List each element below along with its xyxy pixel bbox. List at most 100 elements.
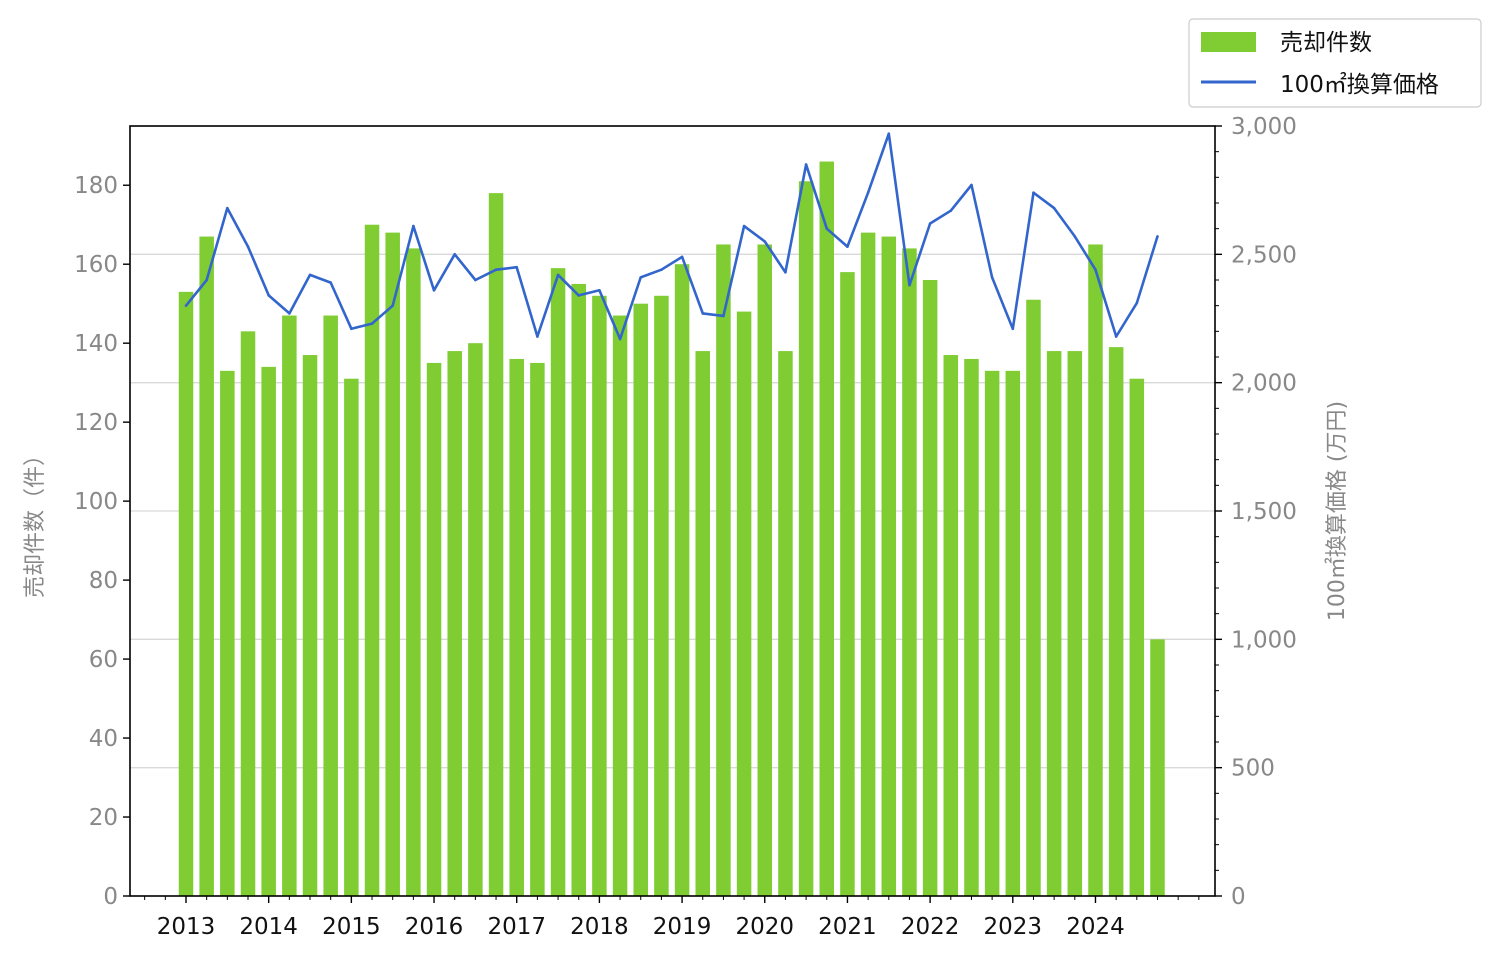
x-tick-label: 2015 — [322, 914, 381, 940]
bar — [695, 351, 710, 897]
bar — [633, 303, 648, 896]
line-point — [412, 224, 415, 228]
bar — [840, 272, 855, 897]
bar — [654, 295, 669, 896]
bar — [323, 315, 338, 896]
bar — [178, 291, 194, 896]
bar — [943, 355, 959, 896]
bar — [674, 264, 690, 896]
y-tick-label: 160 — [74, 252, 118, 278]
line-point — [474, 278, 477, 282]
line-point — [990, 276, 994, 279]
bar — [881, 236, 897, 897]
x-tick-label: 2017 — [487, 914, 546, 940]
line-point — [1135, 301, 1139, 305]
line-point — [205, 278, 208, 282]
line-point — [701, 312, 705, 315]
line-point — [742, 224, 746, 228]
bar — [344, 378, 359, 896]
x-tick-label: 2019 — [653, 914, 712, 940]
legend-bar-label: 売却件数 — [1280, 30, 1372, 56]
line-point — [1156, 235, 1159, 238]
bar — [964, 358, 979, 896]
x-tick-label: 2024 — [1066, 914, 1125, 940]
line-point — [432, 288, 436, 292]
x-tick-label: 2016 — [405, 914, 464, 940]
bar — [592, 295, 607, 896]
line-point — [577, 294, 581, 297]
line-point — [618, 337, 622, 341]
line-point — [866, 191, 870, 195]
y-tick-label: 40 — [89, 726, 118, 752]
y-tick-label: 100 — [74, 489, 118, 515]
x-tick-label: 2018 — [570, 914, 629, 940]
line-point — [970, 183, 973, 187]
bar — [1088, 244, 1103, 896]
line-point — [391, 304, 395, 307]
bar — [550, 268, 566, 897]
line-point — [825, 227, 829, 230]
line-point — [350, 327, 353, 331]
bar — [612, 315, 628, 896]
line-point — [329, 281, 332, 284]
bar — [1026, 299, 1041, 896]
line-point — [887, 132, 891, 135]
bar — [902, 248, 917, 896]
line-point — [308, 273, 312, 277]
line-point — [1032, 191, 1035, 195]
x-tick-label: 2022 — [901, 914, 960, 940]
legend-box — [1188, 18, 1482, 108]
line-point — [722, 314, 725, 318]
line-point — [494, 268, 498, 272]
line-point — [536, 335, 539, 338]
line-point — [639, 276, 643, 279]
y-tick-label: 0 — [103, 884, 118, 910]
bar — [1129, 378, 1145, 896]
line-point — [556, 273, 560, 277]
bar — [240, 331, 256, 896]
line-point — [763, 240, 767, 243]
bar — [426, 362, 442, 896]
y-tick-label: 180 — [74, 173, 118, 199]
bar — [1067, 351, 1083, 897]
line-point — [804, 163, 808, 166]
line-point — [949, 209, 953, 212]
line-point — [908, 283, 911, 287]
bar — [1150, 639, 1165, 896]
y2-tick-label: 0 — [1231, 884, 1246, 910]
bar — [757, 244, 773, 896]
line-point — [370, 322, 374, 325]
line-point — [660, 268, 663, 272]
bar — [571, 283, 586, 896]
line-point — [453, 253, 457, 256]
line-point — [267, 294, 270, 297]
bar — [364, 224, 380, 896]
line-point — [1094, 268, 1097, 272]
bar — [736, 311, 752, 897]
bar — [716, 244, 731, 896]
bar — [385, 232, 400, 897]
line-point — [928, 222, 932, 225]
x-tick-label: 2014 — [239, 914, 298, 940]
line-point — [846, 245, 849, 248]
bar — [819, 161, 835, 897]
line-point — [226, 206, 229, 210]
y2-tick-label: 500 — [1231, 756, 1275, 782]
bar — [468, 343, 483, 897]
y2-tick-label: 1,000 — [1231, 627, 1297, 653]
x-tick-label: 2023 — [984, 914, 1043, 940]
left-y-axis: 0 20 40 60 80 100 120 140 160 180 — [74, 173, 130, 910]
y-tick-label: 140 — [74, 331, 118, 357]
y-tick-label: 60 — [89, 647, 118, 673]
x-tick-label: 2013 — [157, 914, 216, 940]
line-point — [598, 288, 601, 292]
y-tick-label: 20 — [89, 805, 118, 831]
line-point — [246, 245, 250, 248]
bar — [922, 280, 938, 896]
bar — [1046, 351, 1062, 897]
legend: 売却件数 100㎡換算価格 — [1188, 18, 1482, 108]
x-tick-label: 2020 — [735, 914, 794, 940]
line-point — [680, 255, 684, 259]
line-point — [784, 271, 787, 274]
